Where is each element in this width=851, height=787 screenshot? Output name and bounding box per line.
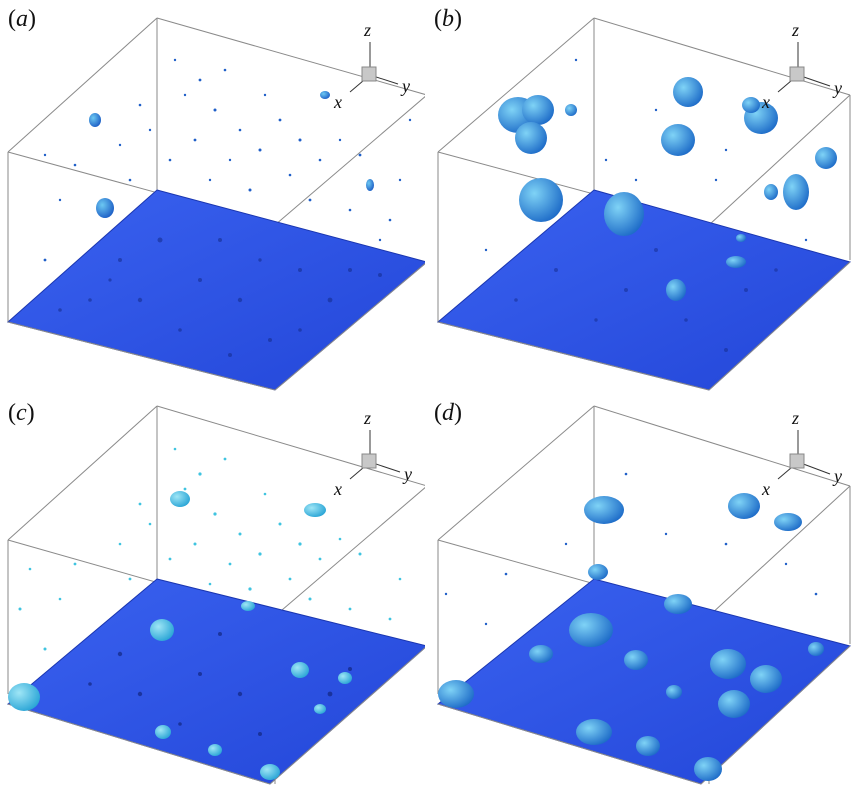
box-frame xyxy=(437,405,851,784)
axis-label-z: z xyxy=(363,20,371,40)
axis-label-y: y xyxy=(402,464,412,484)
axis-triad: z y x xyxy=(333,408,412,499)
floor-plane xyxy=(6,189,425,391)
droplets xyxy=(484,58,837,301)
panel-label-d: (d) xyxy=(434,400,462,426)
axis-label-x: x xyxy=(761,479,770,499)
panel-label-a: (a) xyxy=(8,6,36,32)
axis-label-y: y xyxy=(832,78,842,98)
axis-label-x: x xyxy=(333,479,342,499)
panel-a: z y x (a) xyxy=(0,0,425,393)
panel-label-b: (b) xyxy=(434,6,462,32)
axis-triad: z y x xyxy=(761,20,842,112)
axis-triad: z y x xyxy=(761,408,842,499)
floor-texture xyxy=(514,248,778,352)
panel-b-render: z y x xyxy=(436,17,851,391)
axis-label-z: z xyxy=(791,20,799,40)
axis-label-x: x xyxy=(761,92,770,112)
droplets xyxy=(438,472,824,781)
panel-c: z y x (c) xyxy=(0,394,425,787)
box-front-edges xyxy=(7,263,425,391)
droplets xyxy=(8,447,402,780)
axis-label-z: z xyxy=(363,408,371,428)
panel-c-render: z y x xyxy=(6,405,425,785)
floor-texture xyxy=(58,237,382,357)
panel-d: z y x (d) xyxy=(426,394,851,787)
axis-label-y: y xyxy=(400,76,410,96)
panel-label-c: (c) xyxy=(8,400,35,426)
droplets xyxy=(43,58,412,262)
floor-plane xyxy=(436,189,851,391)
axis-label-x: x xyxy=(333,92,342,112)
axis-label-z: z xyxy=(791,408,799,428)
panel-d-render: z y x xyxy=(436,405,851,785)
axis-label-y: y xyxy=(832,466,842,486)
panel-a-render: z y x xyxy=(6,17,425,391)
axis-triad: z y x xyxy=(333,20,410,112)
panel-b: z y x (b) xyxy=(426,0,851,393)
